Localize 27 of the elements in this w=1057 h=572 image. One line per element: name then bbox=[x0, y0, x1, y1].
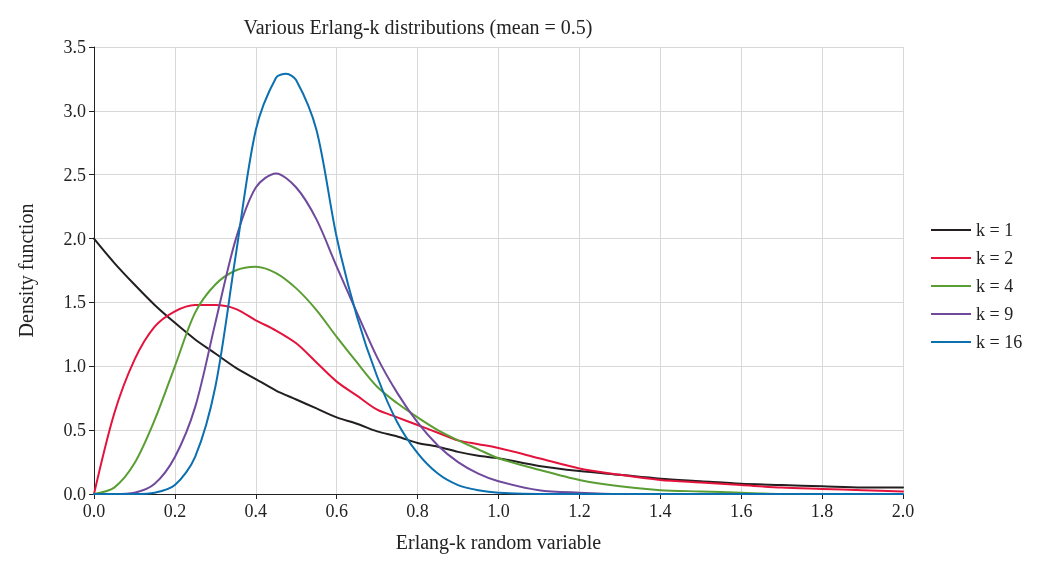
y-axis-title: Density function bbox=[15, 203, 38, 338]
y-tick-label: 3.5 bbox=[63, 37, 86, 57]
legend-label: k = 2 bbox=[976, 248, 1014, 268]
y-tick-label: 3.0 bbox=[63, 100, 86, 121]
legend-label: k = 1 bbox=[976, 220, 1014, 240]
x-tick-label: 0.2 bbox=[163, 501, 187, 521]
x-tick-label: 1.8 bbox=[810, 501, 834, 521]
y-tick-label: 0.0 bbox=[63, 484, 86, 504]
x-tick-label: 0.6 bbox=[325, 501, 348, 521]
y-tick-label: 0.5 bbox=[63, 420, 86, 441]
x-tick-label: 0.8 bbox=[406, 501, 429, 521]
x-tick-label: 0.4 bbox=[244, 501, 268, 521]
x-tick-label: 0.0 bbox=[82, 501, 106, 521]
y-tick-label: 1.5 bbox=[63, 292, 86, 313]
x-tick-label: 1.4 bbox=[649, 501, 672, 521]
legend-label: k = 16 bbox=[976, 332, 1023, 352]
y-tick-label: 2.5 bbox=[63, 164, 86, 185]
x-tick-label: 1.6 bbox=[729, 501, 753, 521]
x-tick-label: 1.0 bbox=[487, 501, 510, 521]
x-axis-title: Erlang-k random variable bbox=[395, 531, 602, 554]
legend-label: k = 9 bbox=[976, 304, 1014, 324]
legend-label: k = 4 bbox=[976, 276, 1014, 296]
chart-title: Various Erlang-k distributions (mean = 0.5) bbox=[243, 16, 593, 39]
x-tick-label: 2.0 bbox=[891, 501, 915, 521]
y-tick-label: 1.0 bbox=[63, 356, 86, 377]
x-tick-label: 1.2 bbox=[568, 501, 591, 521]
y-tick-label: 2.0 bbox=[63, 228, 86, 249]
